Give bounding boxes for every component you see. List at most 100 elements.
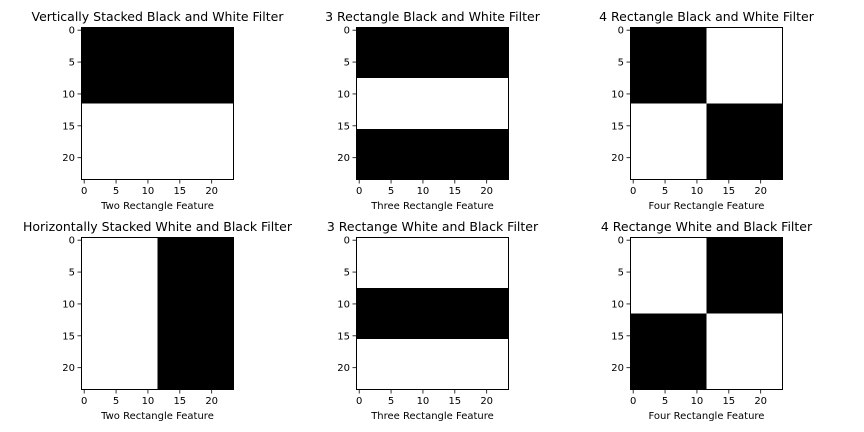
heatmap-panel-2: 3 Rectangle Black and White Filter 0 5 10 15…	[325, 9, 541, 212]
heatmap-region	[706, 27, 783, 104]
heatmap-panel-3: 4 Rectangle Black and White Filter 0 5 10 15…	[599, 9, 815, 212]
chart-title: 4 Rectange White and Black Filter	[601, 219, 813, 234]
y-tick-label: 20	[62, 153, 75, 164]
heatmap-region	[356, 27, 509, 78]
y-tick-label: 15	[337, 121, 350, 132]
heatmap-region	[81, 103, 234, 180]
x-tick-label: 10	[142, 186, 155, 197]
x-tick-label: 5	[388, 396, 394, 407]
axes-frame	[630, 27, 783, 180]
x-tick-label: 10	[142, 396, 155, 407]
x-axis-label: Three Rectangle Feature	[370, 411, 494, 422]
x-tick-label: 5	[662, 186, 668, 197]
y-tick-label: 0	[344, 26, 350, 37]
x-axis-label: Four Rectangle Feature	[649, 411, 765, 422]
x-tick-label: 20	[480, 186, 493, 197]
x-tick-label: 0	[356, 186, 362, 197]
chart-title: Horizontally Stacked White and Black Fil…	[23, 219, 293, 234]
y-tick-label: 15	[62, 121, 75, 132]
x-tick-label: 15	[722, 396, 735, 407]
heatmap-panel-4: Horizontally Stacked White and Black Fil…	[23, 219, 293, 422]
y-tick-label: 15	[611, 121, 624, 132]
x-axis-label: Two Rectangle Feature	[100, 411, 214, 422]
heatmap-region	[630, 27, 707, 104]
heatmap-panel-1: Vertically Stacked Black and White Filte…	[32, 9, 285, 212]
heatmap-region	[356, 78, 509, 129]
y-tick-label: 15	[611, 331, 624, 342]
x-tick-label: 0	[81, 396, 87, 407]
x-tick-label: 0	[81, 186, 87, 197]
x-tick-label: 5	[113, 186, 119, 197]
x-tick-label: 20	[205, 396, 218, 407]
y-tick-label: 5	[69, 58, 75, 69]
y-tick-label: 10	[62, 89, 75, 100]
x-tick-label: 0	[630, 186, 636, 197]
heatmap-panel-6: 4 Rectange White and Black Filter 0 5 10 15 2…	[601, 219, 813, 422]
y-tick-label: 10	[337, 89, 350, 100]
y-tick-label: 15	[337, 331, 350, 342]
heatmap-region	[81, 27, 234, 104]
y-tick-label: 20	[62, 363, 75, 374]
x-tick-label: 5	[662, 396, 668, 407]
heatmap-region	[356, 288, 509, 339]
y-tick-label: 20	[611, 153, 624, 164]
y-tick-label: 20	[337, 363, 350, 374]
heatmap-region	[157, 237, 234, 390]
y-tick-label: 0	[618, 26, 624, 37]
axes-frame	[81, 237, 234, 390]
axes-frame	[630, 237, 783, 390]
chart-title: 3 Rectangle Black and White Filter	[325, 9, 541, 24]
heatmap-region	[81, 237, 158, 390]
x-tick-label: 15	[722, 186, 735, 197]
axes-frame	[356, 237, 509, 390]
y-tick-label: 5	[618, 58, 624, 69]
x-axis-label: Two Rectangle Feature	[100, 201, 214, 212]
axes-frame	[81, 27, 234, 180]
y-tick-label: 15	[62, 331, 75, 342]
chart-title: Vertically Stacked Black and White Filte…	[32, 9, 285, 24]
x-tick-label: 0	[356, 396, 362, 407]
y-tick-label: 5	[344, 268, 350, 279]
x-tick-label: 5	[113, 396, 119, 407]
x-axis-label: Four Rectangle Feature	[649, 201, 765, 212]
heatmap-region	[630, 103, 707, 180]
x-tick-label: 0	[630, 396, 636, 407]
y-tick-label: 10	[611, 89, 624, 100]
y-tick-label: 10	[337, 299, 350, 310]
y-tick-label: 10	[611, 299, 624, 310]
chart-title: 3 Rectange White and Black Filter	[327, 219, 539, 234]
y-tick-label: 0	[69, 26, 75, 37]
heatmap-panel-5: 3 Rectange White and Black Filter 0 5 10 15 2…	[327, 219, 539, 422]
chart-title: 4 Rectangle Black and White Filter	[599, 9, 815, 24]
y-tick-label: 20	[611, 363, 624, 374]
y-tick-label: 5	[618, 268, 624, 279]
x-tick-label: 5	[388, 186, 394, 197]
y-tick-label: 0	[618, 236, 624, 247]
y-tick-label: 0	[344, 236, 350, 247]
heatmap-region	[356, 237, 509, 288]
x-tick-label: 10	[691, 186, 704, 197]
heatmap-region	[356, 129, 509, 180]
y-tick-label: 5	[344, 58, 350, 69]
x-tick-label: 15	[448, 396, 461, 407]
y-tick-label: 10	[62, 299, 75, 310]
x-tick-label: 20	[754, 186, 767, 197]
x-tick-label: 20	[480, 396, 493, 407]
x-tick-label: 20	[754, 396, 767, 407]
x-tick-label: 15	[173, 186, 186, 197]
x-tick-label: 20	[205, 186, 218, 197]
y-tick-label: 5	[69, 268, 75, 279]
heatmap-region	[630, 313, 707, 390]
x-tick-label: 10	[417, 396, 430, 407]
heatmap-region	[356, 339, 509, 390]
heatmap-region	[630, 237, 707, 314]
x-tick-label: 10	[417, 186, 430, 197]
heatmap-region	[706, 237, 783, 314]
x-tick-label: 15	[448, 186, 461, 197]
x-tick-label: 10	[691, 396, 704, 407]
x-axis-label: Three Rectangle Feature	[370, 201, 494, 212]
y-tick-label: 0	[69, 236, 75, 247]
axes-frame	[356, 27, 509, 180]
y-tick-label: 20	[337, 153, 350, 164]
